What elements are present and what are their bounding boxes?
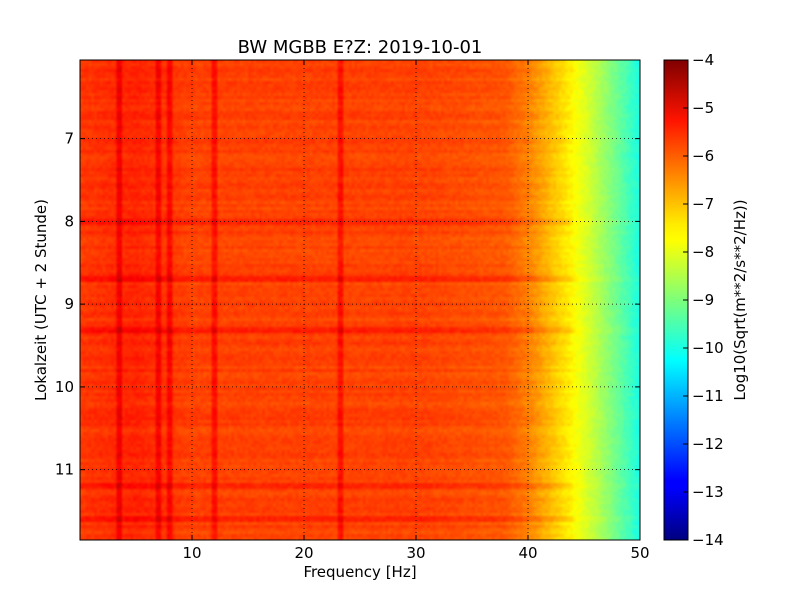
y-tick-label: 7 xyxy=(64,130,74,148)
chart-title: BW MGBB E?Z: 2019-10-01 xyxy=(238,37,483,58)
x-tick-label: 50 xyxy=(630,544,649,562)
grid-lines xyxy=(80,60,640,540)
colorbar-tick-label: −4 xyxy=(692,51,714,69)
y-axis-label: Lokalzeit (UTC + 2 Stunde) xyxy=(32,199,50,401)
colorbar-tick-label: −11 xyxy=(692,387,724,405)
x-tick-label: 30 xyxy=(406,544,425,562)
x-axis-label: Frequency [Hz] xyxy=(303,563,416,581)
x-axis-ticks: 10 20 30 40 50 xyxy=(182,60,650,562)
colorbar-tick-label: −8 xyxy=(692,243,714,261)
colorbar-tick-label: −5 xyxy=(692,99,714,117)
colorbar-tick-label: −9 xyxy=(692,291,714,309)
heatmap-image xyxy=(80,60,640,540)
x-tick-label: 40 xyxy=(518,544,537,562)
colorbar-tick-label: −7 xyxy=(692,195,714,213)
y-tick-label: 11 xyxy=(55,461,74,479)
x-tick-label: 10 xyxy=(182,544,201,562)
spectrogram-heatmap xyxy=(80,60,640,540)
colorbar-tick-label: −14 xyxy=(692,531,724,549)
x-tick-label: 20 xyxy=(294,544,313,562)
colorbar-tick-label: −13 xyxy=(692,483,724,501)
plot-frame xyxy=(79,59,641,541)
y-tick-label: 8 xyxy=(64,212,74,230)
colorbar-label: Log10(Sqrt(m**2/s**2/Hz)) xyxy=(731,199,749,400)
y-tick-label: 10 xyxy=(55,378,74,396)
colorbar-tick-label: −6 xyxy=(692,147,714,165)
y-axis-ticks: 7 8 9 10 11 xyxy=(55,130,640,479)
colorbar-tick-label: −12 xyxy=(692,435,724,453)
colorbar-ticks: −4 −5 −6 −7 −8 −9 −10 −11 −12 −13 −14 xyxy=(683,51,724,549)
colorbar-tick-label: −10 xyxy=(692,339,724,357)
y-tick-label: 9 xyxy=(64,295,74,313)
